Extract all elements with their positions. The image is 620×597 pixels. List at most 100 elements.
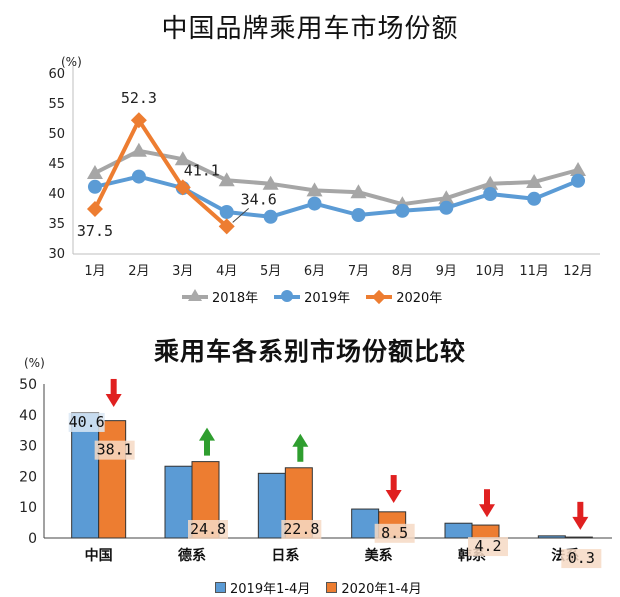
data-point bbox=[262, 175, 279, 190]
y-tick-label: 20 bbox=[19, 469, 37, 485]
up-arrow-icon bbox=[204, 439, 210, 456]
data-label: 0.3 bbox=[568, 549, 595, 567]
y-tick-label: 50 bbox=[19, 377, 37, 393]
x-tick-label: 8月 bbox=[392, 264, 413, 279]
line-chart-title: 中国品牌乘用车市场份额 bbox=[161, 14, 459, 44]
legend-swatch-2020-1-4 bbox=[326, 582, 338, 593]
data-label-bg bbox=[281, 520, 322, 539]
data-point bbox=[482, 175, 499, 190]
data-point bbox=[174, 151, 191, 166]
down-arrow-icon bbox=[577, 501, 584, 518]
bar-2020年1-4月 bbox=[471, 524, 500, 539]
x-tick-label: 4月 bbox=[216, 264, 237, 279]
data-label: 52.3 bbox=[121, 89, 157, 107]
x-tick-label: 12月 bbox=[563, 264, 593, 279]
legend-item-2019-1-4: 2019年1-4月 bbox=[215, 578, 310, 597]
x-tick-label: 5月 bbox=[260, 264, 281, 279]
y-tick-label: 45 bbox=[48, 157, 65, 172]
series-line-2020年 bbox=[93, 118, 229, 228]
y-axis-unit: (%) bbox=[61, 55, 82, 69]
data-point bbox=[526, 174, 543, 188]
legend-item-2020: 2020年 bbox=[366, 287, 442, 306]
y-tick-label: 10 bbox=[19, 500, 37, 516]
down-arrow-icon bbox=[572, 516, 589, 530]
bar-2019年1-4月 bbox=[71, 412, 100, 539]
data-point bbox=[219, 205, 234, 219]
data-point bbox=[306, 182, 323, 197]
data-point bbox=[483, 187, 498, 201]
data-label-bg bbox=[374, 523, 415, 543]
x-tick-label: 2月 bbox=[128, 264, 149, 279]
data-point bbox=[130, 112, 147, 129]
data-label: 22.8 bbox=[283, 520, 319, 538]
up-arrow-icon bbox=[292, 433, 309, 447]
bar-2019年1-4月 bbox=[537, 535, 566, 539]
legend-item-2018: 2018年 bbox=[182, 287, 258, 306]
data-point bbox=[130, 142, 147, 157]
data-point bbox=[86, 201, 103, 217]
y-tick-label: 40 bbox=[19, 408, 37, 424]
data-point bbox=[263, 209, 278, 224]
data-point bbox=[218, 218, 235, 235]
data-label: 41.1 bbox=[184, 161, 220, 179]
data-point bbox=[350, 184, 367, 199]
down-arrow-icon bbox=[390, 475, 397, 492]
x-tick-label: 1月 bbox=[84, 264, 105, 279]
y-tick-label: 35 bbox=[48, 217, 65, 232]
x-tick-label: 美系 bbox=[365, 547, 393, 564]
legend-label-2019: 2019年 bbox=[304, 291, 351, 306]
legend-item-2019: 2019年 bbox=[274, 287, 350, 306]
legend-swatch-2019-1-4 bbox=[215, 582, 226, 593]
bar-2020年1-4月 bbox=[98, 420, 127, 539]
data-point bbox=[395, 203, 410, 218]
data-point bbox=[87, 179, 102, 194]
bar-2019年1-4月 bbox=[444, 522, 473, 539]
bar-2019年1-4月 bbox=[351, 508, 380, 539]
bar-2019年1-4月 bbox=[164, 465, 193, 539]
data-label: 4.2 bbox=[474, 537, 501, 555]
legend-label-2018: 2018年 bbox=[212, 291, 259, 306]
legend-label-2019-1-4: 2019年1-4月 bbox=[230, 582, 311, 597]
data-point bbox=[307, 196, 322, 211]
data-label-bg bbox=[188, 520, 228, 539]
down-arrow-icon bbox=[110, 378, 117, 395]
x-tick-label: 中国 bbox=[85, 547, 113, 564]
data-label: 34.6 bbox=[241, 190, 277, 208]
x-tick-label: 9月 bbox=[436, 264, 457, 279]
data-point bbox=[351, 208, 366, 222]
data-point bbox=[438, 190, 455, 205]
data-label: 8.5 bbox=[381, 524, 408, 542]
bar-2019年1-4月 bbox=[257, 472, 286, 539]
data-label-bg bbox=[68, 412, 105, 432]
up-arrow-icon bbox=[199, 427, 215, 441]
data-label-bg bbox=[468, 537, 508, 557]
bar-chart-title: 乘用车各系别市场份额比较 bbox=[153, 337, 466, 366]
data-point bbox=[571, 173, 586, 188]
data-point bbox=[131, 169, 146, 184]
down-arrow-icon bbox=[385, 490, 402, 504]
up-arrow-icon bbox=[297, 445, 304, 462]
x-tick-label: 日系 bbox=[271, 547, 299, 564]
data-point bbox=[218, 172, 235, 187]
x-tick-label: 德系 bbox=[178, 547, 206, 564]
data-label: 40.6 bbox=[69, 413, 105, 431]
data-label: 24.8 bbox=[190, 520, 226, 538]
data-label-bg bbox=[561, 549, 602, 569]
x-tick-label: 6月 bbox=[304, 264, 325, 279]
x-tick-label: 7月 bbox=[348, 264, 369, 279]
x-tick-label: 3月 bbox=[172, 264, 193, 279]
y-tick-label: 55 bbox=[48, 97, 65, 112]
y-tick-label: 40 bbox=[48, 187, 65, 202]
legend-label-2020: 2020年 bbox=[396, 291, 443, 306]
y-tick-label: 0 bbox=[28, 531, 37, 547]
down-arrow-icon bbox=[479, 504, 495, 518]
label-leader-line bbox=[232, 208, 250, 223]
legend-swatch-2019 bbox=[274, 289, 301, 302]
legend-label-2020-1-4: 2020年1-4月 bbox=[341, 582, 422, 597]
data-point bbox=[174, 179, 191, 196]
data-point bbox=[570, 162, 587, 176]
legend-swatch-2020 bbox=[366, 289, 393, 304]
down-arrow-icon bbox=[105, 393, 122, 407]
x-tick-label: 11月 bbox=[519, 264, 549, 279]
